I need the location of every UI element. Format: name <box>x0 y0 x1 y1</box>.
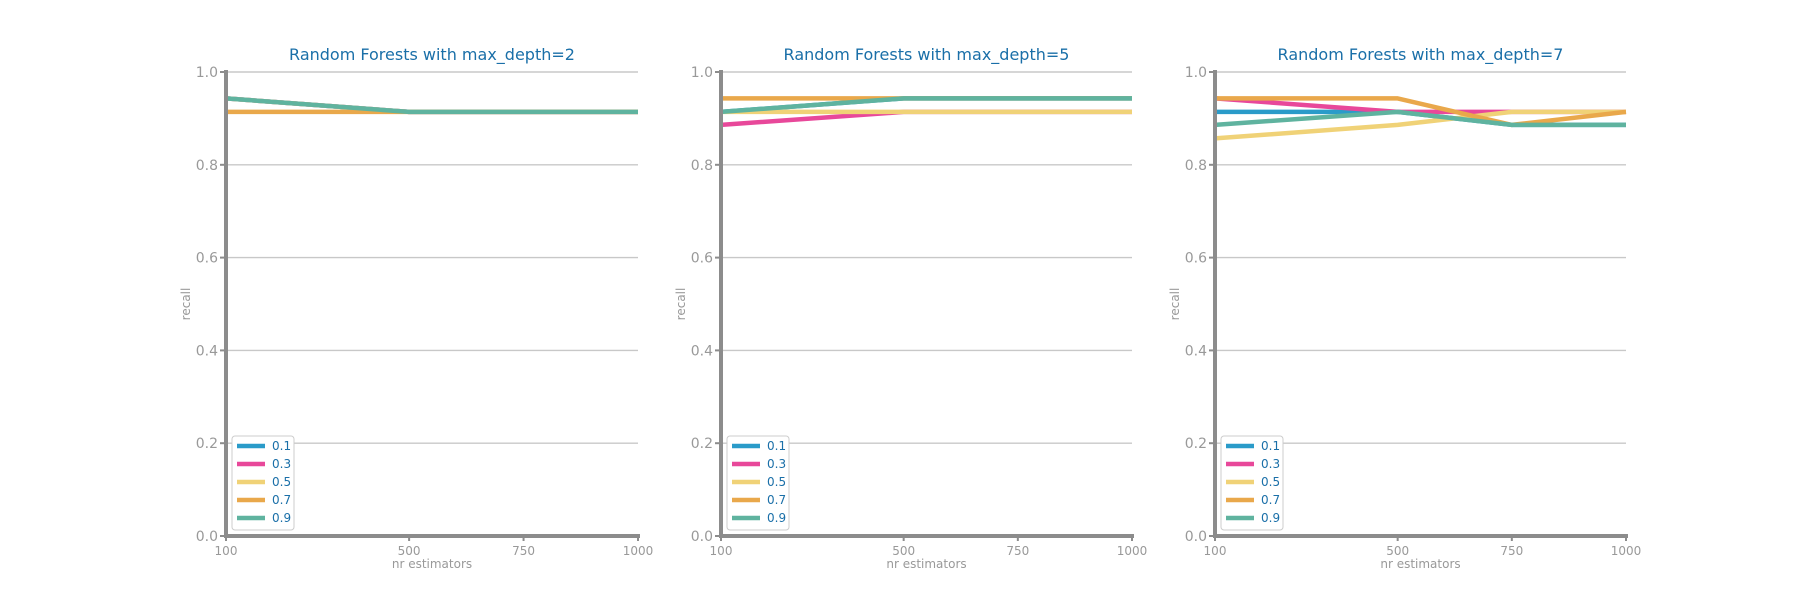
x-tick-label: 100 <box>710 544 733 558</box>
x-tick-label: 100 <box>1204 544 1227 558</box>
x-tick-label: 500 <box>1386 544 1409 558</box>
legend-label: 0.3 <box>767 457 786 471</box>
chart-panel-1: 0.0 0.2 0.4 0.6 0.8 1.0 100 500 750 1000 Random Fo… <box>179 45 653 571</box>
x-axis-label: nr estimators <box>392 557 472 571</box>
x-tick-label: 750 <box>512 544 535 558</box>
chart-title: Random Forests with max_depth=7 <box>1278 45 1564 65</box>
x-tick-label: 500 <box>892 544 915 558</box>
legend-label: 0.3 <box>272 457 291 471</box>
y-tick-label: 0.8 <box>196 158 218 174</box>
y-tick-label: 0.4 <box>691 343 713 359</box>
y-tick-label: 1.0 <box>196 65 218 81</box>
y-tick-label: 0.0 <box>1185 529 1207 545</box>
legend-label: 0.9 <box>767 511 786 525</box>
y-tick-label: 0.0 <box>196 529 218 545</box>
legend-label: 0.3 <box>1261 457 1280 471</box>
x-tick-label: 1000 <box>1117 544 1148 558</box>
legend-label: 0.9 <box>272 511 291 525</box>
legend-label: 0.9 <box>1261 511 1280 525</box>
x-tick-label: 750 <box>1500 544 1523 558</box>
legend-label: 0.1 <box>1261 439 1280 453</box>
x-tick-label: 1000 <box>623 544 654 558</box>
y-tick-label: 0.8 <box>1185 158 1207 174</box>
legend-label: 0.1 <box>767 439 786 453</box>
legend-label: 0.7 <box>272 493 291 507</box>
legend-label: 0.1 <box>272 439 291 453</box>
y-tick-label: 0.6 <box>196 251 218 267</box>
legend: 0.1 0.3 0.5 0.7 0.9 <box>231 435 295 531</box>
series-line-0.7 <box>1215 96 1627 128</box>
y-tick-label: 0.4 <box>1185 343 1207 359</box>
y-tick-label: 0.2 <box>1185 436 1207 452</box>
chart-panel-2: 0.0 0.2 0.4 0.6 0.8 1.0 100 500 750 1000 Random Fo… <box>674 45 1147 571</box>
x-tick-label: 750 <box>1006 544 1029 558</box>
legend: 0.1 0.3 0.5 0.7 0.9 <box>1220 435 1284 531</box>
y-tick-label: 1.0 <box>1185 65 1207 81</box>
series-line-0.9 <box>720 96 1132 115</box>
x-tick-label: 1000 <box>1611 544 1642 558</box>
y-axis-label: recall <box>179 288 193 321</box>
legend-label: 0.5 <box>1261 475 1280 489</box>
legend-label: 0.5 <box>767 475 786 489</box>
y-axis-label: recall <box>1168 288 1182 321</box>
x-axis-label: nr estimators <box>1380 557 1460 571</box>
y-tick-label: 0.6 <box>691 251 713 267</box>
y-axis-label: recall <box>674 288 688 321</box>
legend: 0.1 0.3 0.5 0.7 0.9 <box>726 435 790 531</box>
x-tick-label: 500 <box>398 544 421 558</box>
y-tick-label: 0.8 <box>691 158 713 174</box>
y-tick-label: 0.2 <box>196 436 218 452</box>
y-tick-label: 0.0 <box>691 529 713 545</box>
x-axis-label: nr estimators <box>886 557 966 571</box>
x-tick-label: 100 <box>215 544 238 558</box>
legend-label: 0.7 <box>767 493 786 507</box>
series-line-0.9 <box>1214 109 1626 128</box>
chart-panel-3: 0.0 0.2 0.4 0.6 0.8 1.0 100 500 750 1000 Random Fo… <box>1168 45 1641 571</box>
y-tick-label: 0.4 <box>196 343 218 359</box>
y-tick-label: 1.0 <box>691 65 713 81</box>
legend-label: 0.7 <box>1261 493 1280 507</box>
y-tick-label: 0.6 <box>1185 251 1207 267</box>
legend-label: 0.5 <box>272 475 291 489</box>
chart-title: Random Forests with max_depth=5 <box>784 45 1070 65</box>
chart-title: Random Forests with max_depth=2 <box>289 45 575 65</box>
series-line-0.9 <box>225 96 638 115</box>
y-tick-label: 0.2 <box>691 436 713 452</box>
